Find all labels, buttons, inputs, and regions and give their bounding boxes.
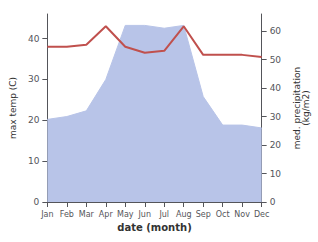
svg-text:Jun: Jun xyxy=(138,210,152,219)
svg-text:May: May xyxy=(117,210,134,219)
svg-text:Jan: Jan xyxy=(40,210,53,219)
svg-text:Feb: Feb xyxy=(60,210,74,219)
svg-text:Jul: Jul xyxy=(158,210,169,219)
svg-text:Oct: Oct xyxy=(216,210,230,219)
svg-text:Apr: Apr xyxy=(99,210,114,219)
svg-text:40: 40 xyxy=(270,83,282,93)
svg-text:20: 20 xyxy=(28,115,40,125)
svg-text:50: 50 xyxy=(270,55,282,65)
svg-text:(kg/m2): (kg/m2) xyxy=(301,90,311,125)
svg-text:60: 60 xyxy=(270,26,282,36)
svg-text:30: 30 xyxy=(270,112,282,122)
svg-text:med. precipitation: med. precipitation xyxy=(291,66,302,150)
svg-text:0: 0 xyxy=(34,197,40,207)
svg-text:20: 20 xyxy=(270,140,282,150)
svg-text:date (month): date (month) xyxy=(117,222,191,233)
svg-text:0: 0 xyxy=(270,197,276,207)
svg-text:Mar: Mar xyxy=(79,210,95,219)
svg-text:10: 10 xyxy=(28,156,40,166)
svg-text:max temp (C): max temp (C) xyxy=(8,77,18,139)
svg-text:10: 10 xyxy=(270,169,282,179)
svg-text:Aug: Aug xyxy=(176,210,192,219)
svg-text:Dec: Dec xyxy=(254,210,269,219)
svg-text:40: 40 xyxy=(28,34,40,44)
svg-text:30: 30 xyxy=(28,74,40,84)
svg-text:Sep: Sep xyxy=(196,210,211,219)
svg-text:Nov: Nov xyxy=(234,210,250,219)
